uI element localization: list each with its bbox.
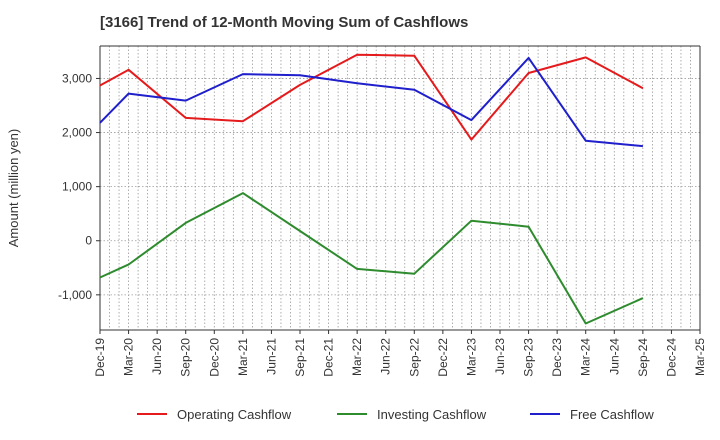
y-tick-label: 0 xyxy=(85,234,92,248)
x-tick-label: Dec-19 xyxy=(93,338,107,377)
x-tick-label: Dec-24 xyxy=(664,338,678,377)
x-tick-label: Jun-23 xyxy=(493,338,507,375)
x-tick-label: Mar-22 xyxy=(350,338,364,376)
x-tick-label: Mar-25 xyxy=(693,338,707,376)
x-tick-label: Mar-23 xyxy=(464,338,478,376)
y-tick-label: -1,000 xyxy=(58,288,92,302)
x-tick-label: Dec-21 xyxy=(322,338,336,377)
x-tick-label: Dec-20 xyxy=(207,338,221,377)
x-tick-label: Sep-20 xyxy=(179,338,193,377)
x-tick-label: Jun-22 xyxy=(379,338,393,375)
x-tick-label: Dec-23 xyxy=(550,338,564,377)
y-tick-label: 2,000 xyxy=(62,126,92,140)
y-axis-title: Amount (million yen) xyxy=(6,129,21,248)
x-tick-label: Jun-20 xyxy=(150,338,164,375)
operating-cashflow-line xyxy=(99,53,644,141)
operating-cashflow-legend-label: Operating Cashflow xyxy=(177,407,292,422)
free-cashflow-line xyxy=(99,56,643,148)
y-tick-label: 1,000 xyxy=(62,180,92,194)
x-tick-label: Jun-21 xyxy=(264,338,278,375)
investing-cashflow-legend-label: Investing Cashflow xyxy=(377,407,487,422)
x-tick-label: Sep-21 xyxy=(293,338,307,377)
x-tick-label: Mar-20 xyxy=(122,338,136,376)
x-tick-label: Mar-24 xyxy=(579,338,593,376)
free-cashflow-legend-label: Free Cashflow xyxy=(570,407,654,422)
investing-cashflow-line xyxy=(99,192,644,325)
x-tick-label: Sep-23 xyxy=(522,338,536,377)
chart-title: [3166] Trend of 12-Month Moving Sum of C… xyxy=(100,14,469,31)
x-tick-label: Dec-22 xyxy=(436,338,450,377)
x-tick-label: Sep-24 xyxy=(636,338,650,377)
x-tick-label: Mar-21 xyxy=(236,338,250,376)
y-tick-label: 3,000 xyxy=(62,71,92,85)
x-tick-label: Sep-22 xyxy=(407,338,421,377)
x-tick-label: Jun-24 xyxy=(607,338,621,375)
